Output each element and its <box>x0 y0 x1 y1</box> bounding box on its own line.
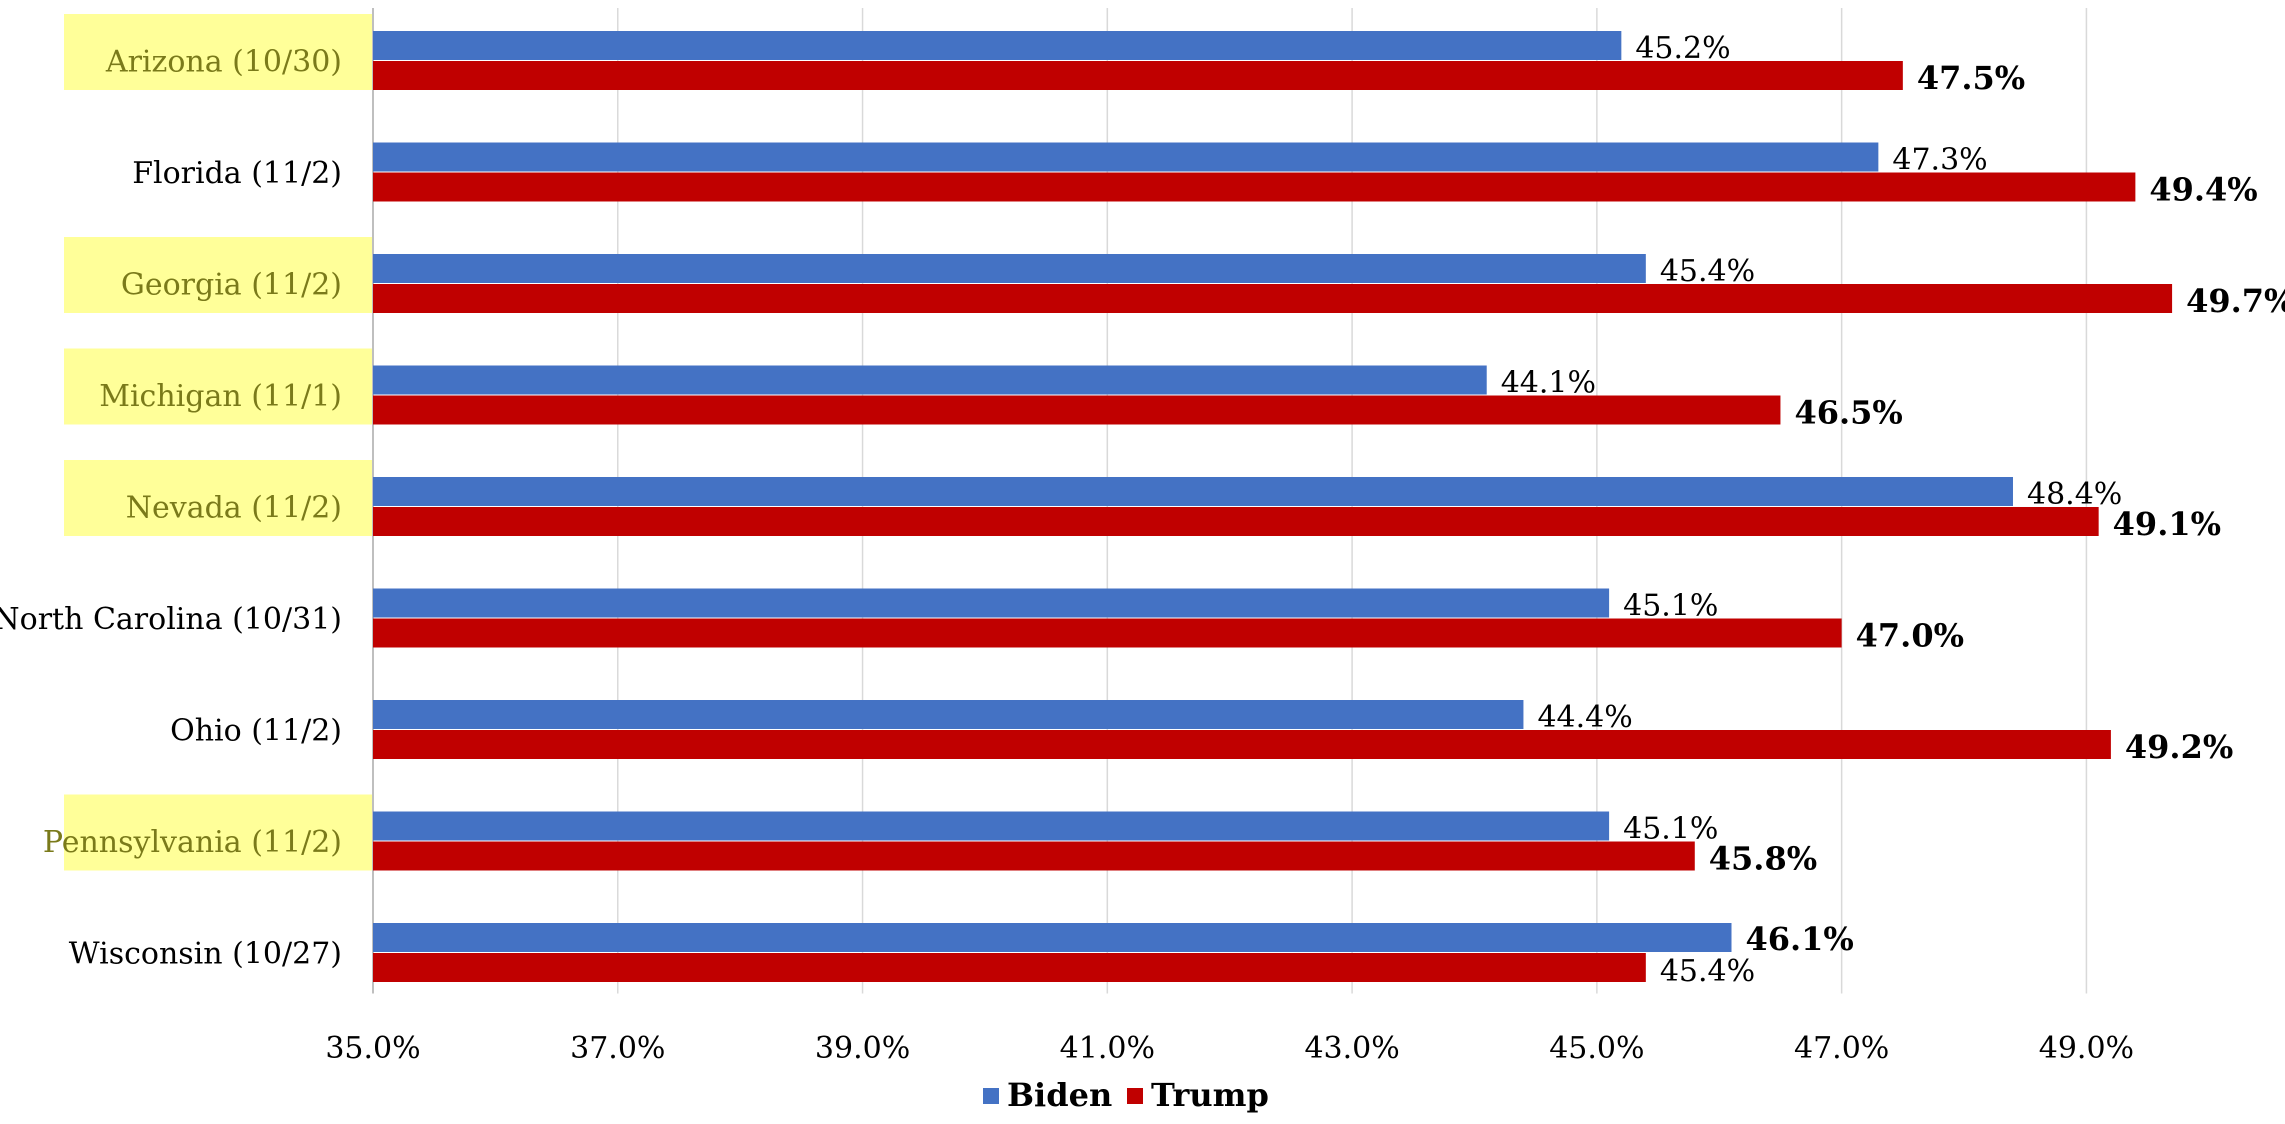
bar-trump <box>373 284 2173 313</box>
data-label-trump: 46.5% <box>1794 394 1902 432</box>
category-label: Florida (11/2) <box>132 156 342 191</box>
data-label-biden: 45.2% <box>1635 31 1730 66</box>
category-label: Ohio (11/2) <box>170 714 342 749</box>
x-tick-label: 49.0% <box>2039 1031 2134 1066</box>
data-label-trump: 47.5% <box>1917 59 2025 97</box>
bar-biden <box>373 365 1487 395</box>
data-label-biden: 44.1% <box>1501 366 1596 401</box>
bar-trump <box>373 172 2136 202</box>
x-tick-label: 43.0% <box>1304 1031 1399 1066</box>
bar-trump <box>373 953 1646 982</box>
bar-biden <box>373 700 1524 729</box>
bar-biden <box>373 923 1732 952</box>
data-label-biden: 45.1% <box>1623 812 1718 847</box>
legend-swatch-biden <box>983 1088 999 1104</box>
bar-trump <box>373 395 1781 425</box>
bar-trump <box>373 507 2099 536</box>
x-tick-label: 39.0% <box>815 1031 910 1066</box>
bar-trump <box>373 730 2111 759</box>
legend-label-biden: Biden <box>1007 1076 1112 1114</box>
data-label-biden: 46.1% <box>1745 920 1853 958</box>
data-label-trump: 45.8% <box>1709 840 1817 878</box>
data-label-trump: 49.4% <box>2149 171 2257 209</box>
legend-label-trump: Trump <box>1151 1076 1269 1114</box>
x-tick-label: 35.0% <box>325 1031 420 1066</box>
bar-biden <box>373 31 1622 60</box>
bar-biden <box>373 477 2013 506</box>
x-tick-label: 47.0% <box>1794 1031 1889 1066</box>
data-label-biden: 48.4% <box>2027 477 2122 512</box>
bar-biden <box>373 254 1646 283</box>
legend-swatch-trump <box>1127 1088 1143 1104</box>
category-label: North Carolina (10/31) <box>0 602 342 637</box>
data-label-trump: 47.0% <box>1856 617 1964 655</box>
x-tick-label: 37.0% <box>570 1031 665 1066</box>
data-label-biden: 47.3% <box>1892 143 1987 178</box>
category-label: Arizona (10/30) <box>105 45 342 80</box>
category-label: Pennsylvania (11/2) <box>43 825 342 860</box>
data-label-biden: 45.1% <box>1623 589 1718 624</box>
category-highlight <box>64 794 373 871</box>
category-highlight <box>64 348 373 425</box>
category-highlight <box>64 460 373 536</box>
data-label-trump: 49.2% <box>2125 728 2233 766</box>
bar-biden <box>373 588 1610 618</box>
category-label: Nevada (11/2) <box>126 491 342 526</box>
bar-trump <box>373 61 1903 90</box>
data-label-biden: 45.4% <box>1660 254 1755 289</box>
category-label: Wisconsin (10/27) <box>69 937 342 972</box>
category-label: Michigan (11/1) <box>99 379 342 414</box>
category-label: Georgia (11/2) <box>121 268 342 303</box>
bar-trump <box>373 841 1695 871</box>
category-highlight <box>64 237 373 313</box>
bar-trump <box>373 618 1842 648</box>
bar-biden <box>373 142 1879 172</box>
x-tick-label: 45.0% <box>1549 1031 1644 1066</box>
x-tick-label: 41.0% <box>1060 1031 1155 1066</box>
data-label-biden: 44.4% <box>1537 700 1632 735</box>
data-label-trump: 45.4% <box>1660 954 1755 989</box>
data-label-trump: 49.7% <box>2186 282 2285 320</box>
category-highlight <box>64 14 373 90</box>
bar-biden <box>373 811 1610 841</box>
data-label-trump: 49.1% <box>2113 505 2221 543</box>
